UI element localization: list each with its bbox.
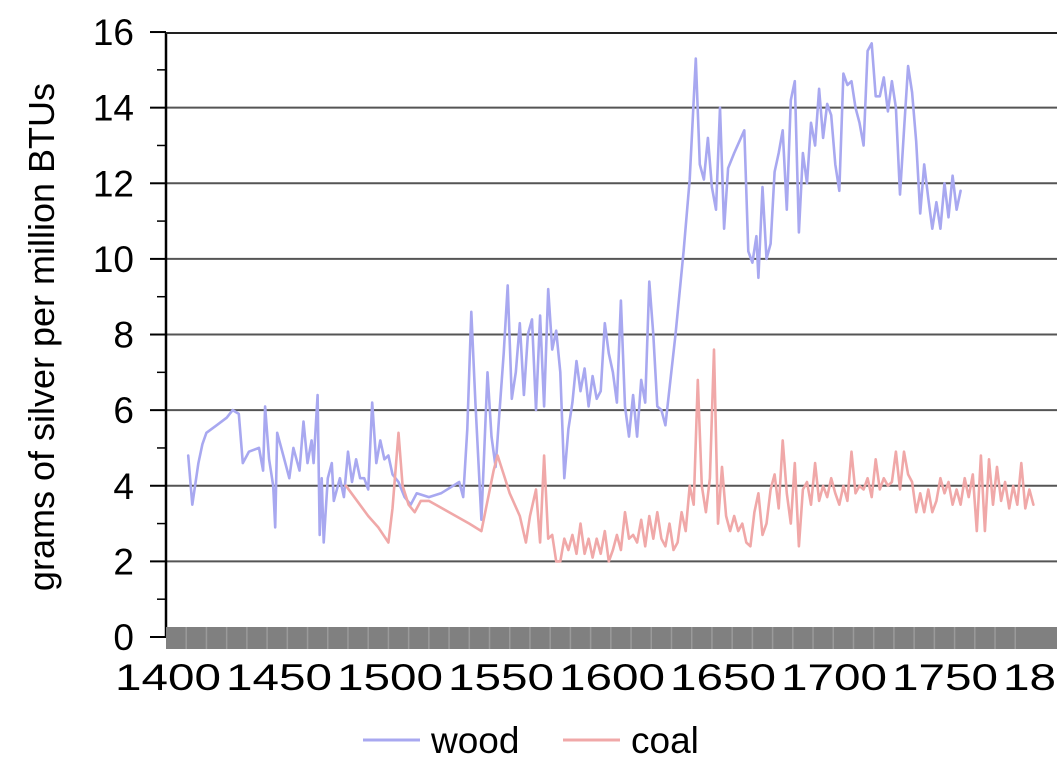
y-tick-label-4: 4 <box>113 466 134 507</box>
x-tick-label-1600: 1600 <box>559 657 665 698</box>
y-tick-label-12: 12 <box>93 163 134 204</box>
y-axis-label: grams of silver per million BTUs <box>21 83 62 591</box>
series-line-coal <box>344 348 1035 563</box>
y-tick-label-6: 6 <box>113 390 134 431</box>
series-coal <box>344 348 1035 563</box>
y-tick-label-14: 14 <box>93 88 134 129</box>
x-tick-label-1450: 1450 <box>226 657 332 698</box>
gridlines <box>166 106 1057 563</box>
series-wood <box>186 42 962 544</box>
x-tick-labels: 140014501500155016001650170017501800 <box>115 657 1057 698</box>
x-tick-label-1500: 1500 <box>337 657 443 698</box>
series-line-wood <box>186 42 962 544</box>
x-tick-label-1400: 1400 <box>115 657 221 698</box>
x-axis-minor-ticks <box>185 627 1016 649</box>
y-tick-label-16: 16 <box>93 12 134 53</box>
y-tick-label-8: 8 <box>113 315 134 356</box>
y-tick-label-10: 10 <box>93 239 134 280</box>
legend-label-wood: wood <box>430 720 519 761</box>
y-axis-ticks <box>150 31 166 638</box>
y-tick-label-0: 0 <box>113 617 134 658</box>
legend: wood coal <box>363 720 699 761</box>
y-tick-label-2: 2 <box>113 541 134 582</box>
series-layer <box>186 42 1035 563</box>
legend-label-coal: coal <box>631 720 699 761</box>
x-tick-label-1550: 1550 <box>448 657 554 698</box>
x-tick-label-1750: 1750 <box>892 657 998 698</box>
x-tick-label-1800: 1800 <box>1003 657 1057 698</box>
x-tick-label-1650: 1650 <box>670 657 776 698</box>
x-tick-label-1700: 1700 <box>781 657 887 698</box>
y-tick-labels: 0 2 4 6 8 10 12 14 16 <box>93 12 134 658</box>
